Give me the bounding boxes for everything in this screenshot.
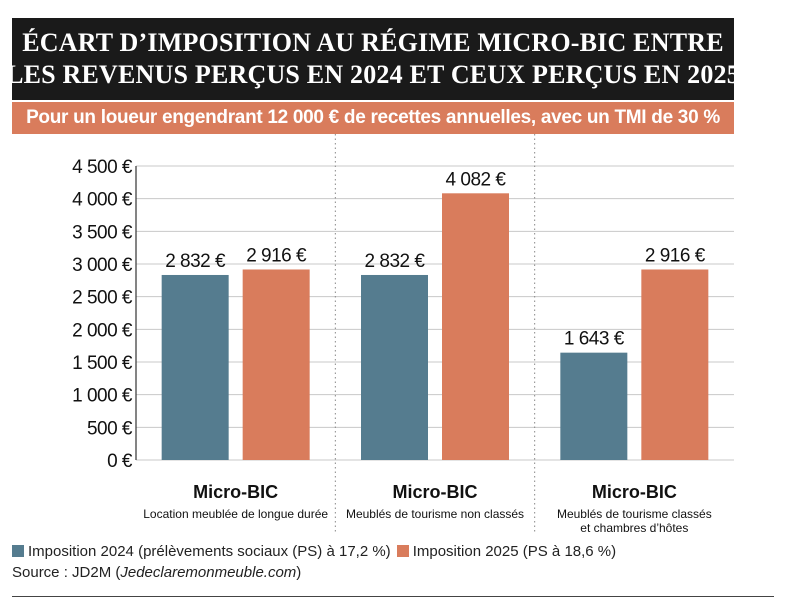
legend-item-2025: Imposition 2025 (PS à 18,6 %) — [396, 542, 617, 560]
bar — [641, 269, 709, 460]
bar — [361, 274, 428, 460]
bar-value-label: 2 832 € — [365, 251, 426, 272]
bar — [161, 274, 229, 460]
y-tick-label: 2 000 € — [72, 320, 133, 341]
bar-value-label: 2 916 € — [645, 245, 706, 266]
category-subtitle: Meublés de tourisme classés — [557, 507, 712, 521]
bar-value-label: 4 082 € — [446, 169, 507, 190]
legend-swatch-2024 — [12, 545, 24, 557]
y-tick-label: 500 € — [87, 418, 133, 439]
legend-swatch-2025 — [396, 545, 409, 557]
bar — [560, 352, 628, 460]
category-title: Micro-BIC — [393, 482, 478, 502]
source-note: Source : JD2M (Jedeclaremonmeuble.com) — [12, 564, 301, 581]
legend: Imposition 2024 (prélèvements sociaux (P… — [12, 540, 772, 562]
legend-label-2024: Imposition 2024 (prélèvements sociaux (P… — [28, 542, 391, 560]
y-tick-label: 4 000 € — [72, 190, 133, 211]
y-tick-label: 1 500 € — [72, 353, 133, 374]
bar-value-label: 2 832 € — [165, 251, 226, 272]
legend-item-2024: Imposition 2024 (prélèvements sociaux (P… — [12, 543, 391, 560]
source-suffix: ) — [296, 564, 302, 581]
chart-title-line-1: ÉCART D’IMPOSITION AU RÉGIME MICRO-BIC E… — [22, 28, 724, 57]
source-prefix: Source : JD2M ( — [12, 564, 121, 581]
bar — [242, 269, 310, 460]
bottom-rule — [12, 596, 774, 597]
y-tick-label: 1 000 € — [72, 386, 133, 407]
bar-value-label: 1 643 € — [564, 329, 625, 350]
bar — [442, 193, 509, 460]
category-subtitle: Meublés de tourisme non classés — [346, 507, 524, 521]
bar-value-label: 2 916 € — [246, 245, 307, 266]
category-title: Micro-BIC — [592, 482, 677, 502]
chart-title-line-2: LES REVENUS PERÇUS EN 2024 ET CEUX PERÇU… — [6, 60, 740, 89]
y-tick-label: 4 500 € — [72, 157, 133, 178]
category-subtitle: Location meublée de longue durée — [143, 507, 328, 521]
y-tick-label: 3 500 € — [72, 222, 133, 243]
bar-chart: 0 € 500 € 1 000 € 1 500 € 2 000 € 2 500 € 3 00… — [72, 134, 734, 535]
category-title: Micro-BIC — [193, 482, 278, 502]
y-tick-label: 3 000 € — [72, 255, 133, 276]
y-tick-label: 2 500 € — [72, 288, 133, 309]
category-subtitle: et chambres d’hôtes — [580, 521, 688, 534]
y-tick-label: 0 € — [107, 451, 133, 472]
title-banner: ÉCART D’IMPOSITION AU RÉGIME MICRO-BIC E… — [6, 18, 740, 100]
chart-area: 0 € 500 € 1 000 € 1 500 € 2 000 € 2 500 € 3 00… — [12, 134, 734, 535]
chart-subtitle: Pour un loueur engendrant 12 000 € de re… — [12, 102, 734, 134]
legend-label-2025: Imposition 2025 (PS à 18,6 %) — [412, 542, 617, 560]
source-site: Jedeclaremonmeuble.com — [120, 564, 297, 581]
